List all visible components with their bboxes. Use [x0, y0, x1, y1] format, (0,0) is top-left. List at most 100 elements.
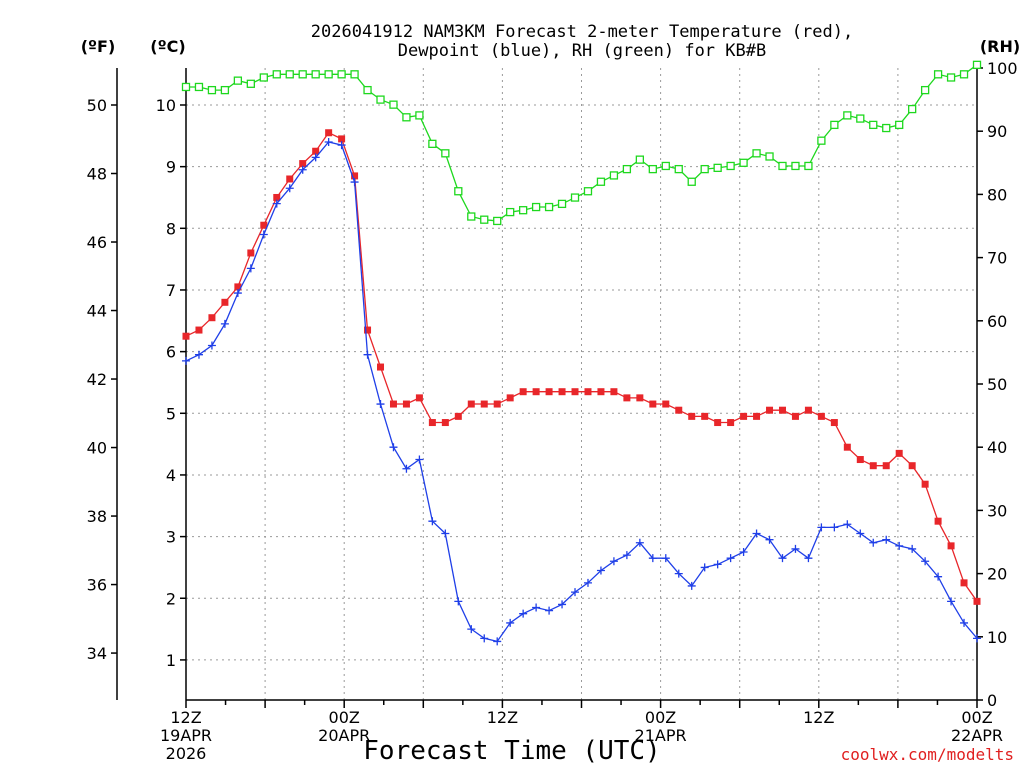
- rh-point: [687, 177, 696, 186]
- rh-point: [700, 164, 709, 174]
- temperature-point: [973, 597, 981, 605]
- celsius-tick-label: 4: [166, 466, 176, 485]
- rh-point: [428, 139, 437, 148]
- temperature-point: [662, 400, 670, 408]
- temperature-point: [364, 326, 372, 334]
- temperature-point: [467, 400, 475, 408]
- temperature-point: [415, 394, 423, 402]
- dewpoint-point: [908, 544, 917, 553]
- celsius-tick-label: 9: [166, 158, 176, 177]
- rh-point: [441, 149, 450, 158]
- x-tick-label: 12Z 19APR 2026: [160, 708, 212, 763]
- temperature-point: [882, 462, 890, 470]
- fahrenheit-tick-label: 50: [87, 96, 107, 115]
- rh-point: [791, 161, 800, 171]
- dewpoint-point: [389, 443, 398, 452]
- dewpoint-point: [674, 569, 683, 578]
- rh-point: [544, 202, 554, 212]
- temperature-point: [636, 394, 644, 402]
- temperature-point: [830, 419, 838, 427]
- dewpoint-point: [804, 554, 813, 563]
- celsius-unit-label: (ºC): [150, 37, 185, 56]
- temperature-point: [947, 542, 955, 550]
- dewpoint-point: [194, 350, 203, 359]
- celsius-tick-label: 7: [166, 281, 176, 300]
- credit-text: coolwx.com/modelts: [841, 745, 1014, 764]
- rh-point: [259, 73, 268, 82]
- dewpoint-point: [246, 264, 255, 273]
- rh-point: [415, 111, 424, 120]
- dewpoint-point: [506, 618, 515, 627]
- x-tick-label: 00Z 21APR: [635, 708, 687, 745]
- rh-tick-label: 70: [987, 249, 1007, 268]
- rh-point: [817, 136, 826, 145]
- dewpoint-point: [182, 356, 190, 365]
- temperature-point: [351, 172, 359, 180]
- rh-point: [467, 212, 476, 221]
- celsius-tick-label: 2: [166, 589, 176, 608]
- rh-point: [285, 70, 294, 79]
- rh-point: [506, 207, 515, 217]
- dewpoint-point: [441, 529, 450, 538]
- rh-point: [739, 158, 748, 167]
- rh-point: [298, 70, 307, 79]
- x-axis-label: Forecast Time (UTC): [363, 736, 660, 766]
- temperature-point: [778, 406, 786, 414]
- series-layer: [181, 60, 982, 646]
- temperature-series: [182, 129, 981, 605]
- temperature-point: [428, 419, 436, 427]
- rh-point: [583, 187, 593, 196]
- temperature-point: [895, 449, 903, 457]
- x-tick-label-line: 21APR: [635, 726, 687, 745]
- rh-tick-label: 90: [987, 122, 1007, 141]
- temperature-point: [675, 406, 683, 414]
- rh-point: [272, 70, 281, 79]
- dewpoint-point: [765, 535, 774, 544]
- rh-point: [920, 85, 930, 95]
- temperature-point: [856, 456, 864, 464]
- rh-point: [895, 120, 904, 130]
- rh-point: [376, 95, 385, 104]
- fahrenheit-tick-label: 34: [87, 644, 107, 663]
- temperature-point: [195, 326, 203, 334]
- temperature-point: [701, 412, 709, 420]
- dewpoint-point: [532, 603, 541, 612]
- rh-point: [765, 152, 774, 161]
- rh-point: [856, 114, 865, 123]
- rh-point: [324, 70, 333, 79]
- dewpoint-point: [363, 350, 372, 359]
- axes: [111, 67, 983, 708]
- dewpoint-point: [467, 625, 476, 634]
- rh-point: [959, 70, 969, 79]
- x-tick-label-line: 2026: [166, 744, 207, 763]
- rh-line: [186, 64, 978, 222]
- fahrenheit-tick-label: 40: [87, 439, 107, 458]
- dewpoint-point: [415, 455, 424, 464]
- dewpoint-point: [778, 554, 787, 563]
- dewpoint-point: [259, 230, 268, 239]
- rh-tick-label: 60: [987, 312, 1007, 331]
- dewpoint-point: [233, 289, 242, 298]
- celsius-tick-label: 5: [166, 404, 176, 423]
- temperature-point: [545, 388, 553, 396]
- temperature-point: [506, 394, 514, 402]
- rh-point: [531, 202, 541, 212]
- temperature-point: [960, 579, 968, 587]
- rh-point: [337, 70, 346, 79]
- rh-point: [635, 155, 645, 164]
- rh-point: [233, 76, 243, 85]
- rh-point: [830, 120, 839, 130]
- temperature-point: [584, 388, 592, 396]
- dewpoint-point: [882, 535, 891, 544]
- rh-point: [454, 187, 463, 196]
- rh-tick-label: 0: [987, 691, 997, 710]
- rh-point: [908, 104, 917, 114]
- temperature-point: [208, 314, 216, 322]
- dewpoint-point: [272, 199, 281, 208]
- dewpoint-point: [324, 137, 333, 146]
- rh-point: [596, 177, 606, 186]
- rh-point: [726, 161, 735, 171]
- rh-point: [778, 161, 787, 171]
- fahrenheit-tick-label: 48: [87, 165, 107, 184]
